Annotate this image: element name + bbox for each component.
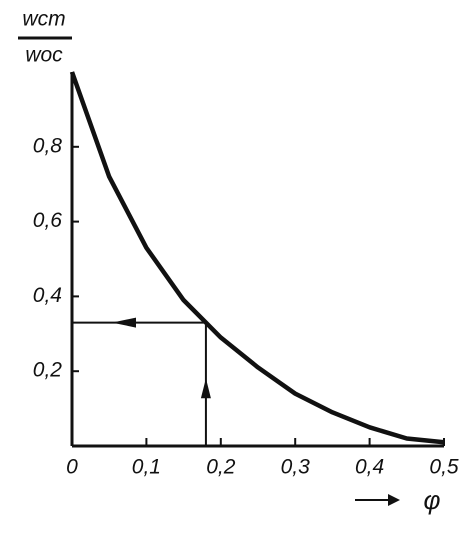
x-tick-label: 0,5 xyxy=(429,456,459,479)
guide-arrowhead-up xyxy=(200,378,211,399)
y-tick-label: 0,6 xyxy=(33,209,63,232)
guide-arrowhead-left xyxy=(112,317,136,328)
y-tick-label: 0,4 xyxy=(33,284,62,307)
x-tick-label: 0,2 xyxy=(206,456,236,479)
x-tick-label: 0,4 xyxy=(355,456,384,479)
x-tick-label: 0,1 xyxy=(132,456,161,479)
x-tick-label: 0 xyxy=(66,456,78,479)
y-label-denominator: wос xyxy=(25,44,63,67)
y-label-numerator: wст xyxy=(22,8,65,31)
x-label: φ xyxy=(424,485,441,515)
x-tick-label: 0,3 xyxy=(281,456,311,479)
y-tick-label: 0,2 xyxy=(33,359,63,382)
y-tick-label: 0,8 xyxy=(33,134,63,157)
curve xyxy=(69,71,445,445)
x-label-arrowhead xyxy=(388,494,400,506)
